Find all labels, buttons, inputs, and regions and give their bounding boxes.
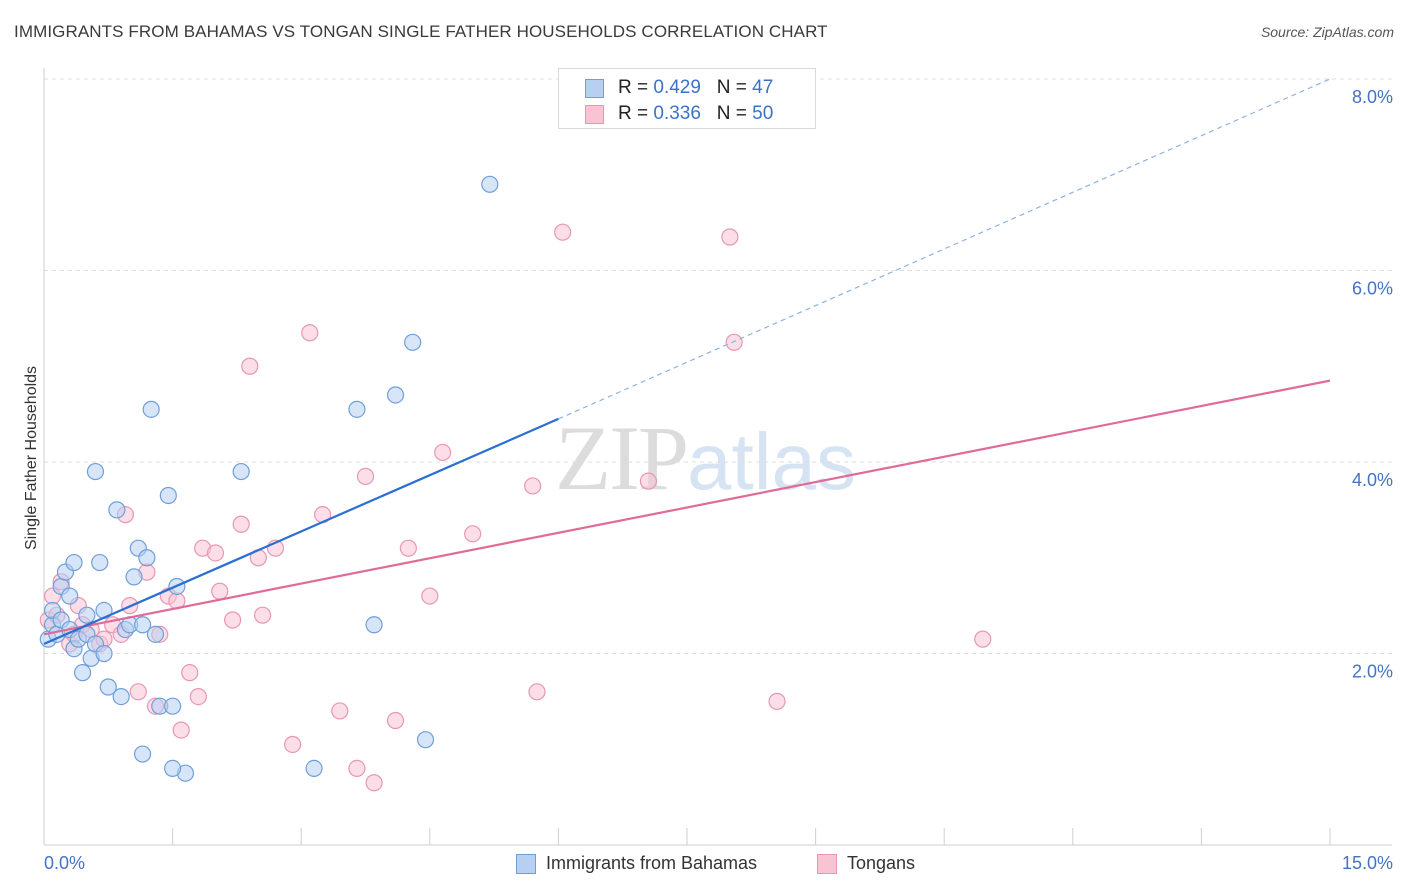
- bahamas-point: [86, 462, 105, 481]
- tongans-point: [554, 223, 572, 241]
- bahamas-point: [142, 400, 160, 418]
- bahamas-point: [95, 644, 113, 663]
- x-tick-label: 15.0%: [1342, 853, 1393, 873]
- tongans-point: [421, 587, 439, 605]
- n-label: N =: [716, 103, 747, 124]
- y-tick-labels: 2.0% 4.0% 6.0% 8.0%: [1352, 87, 1393, 682]
- chart-title: IMMIGRANTS FROM BAHAMAS VS TONGAN SINGLE…: [14, 22, 828, 41]
- bahamas-point: [404, 333, 422, 351]
- n-value-tongans: 50: [752, 103, 774, 124]
- tongans-point: [399, 539, 417, 557]
- bahamas-point: [305, 759, 323, 778]
- tongans-point: [721, 228, 739, 246]
- bahamas-point: [164, 759, 182, 778]
- bahamas-swatch: [585, 79, 604, 98]
- bahamas-point: [108, 501, 126, 519]
- tongans-point: [768, 692, 786, 710]
- y-tick-label: 6.0%: [1352, 279, 1393, 299]
- tongans-point: [206, 544, 225, 562]
- tongans-point: [284, 735, 302, 754]
- r-label: R =: [618, 103, 649, 124]
- bahamas-point: [61, 587, 79, 605]
- tongans-point: [224, 611, 242, 629]
- tongans-point: [211, 582, 229, 600]
- tongans-point: [386, 711, 405, 730]
- n-label: N =: [716, 77, 747, 98]
- x-tick-labels: 0.0% 15.0%: [44, 853, 1393, 873]
- tongans-point: [434, 443, 452, 462]
- correlation-legend: R = 0.429 N = 47 R = 0.336 N = 50: [558, 68, 816, 129]
- bahamas-trend-line: [43, 417, 559, 645]
- bahamas-point: [133, 616, 152, 634]
- y-axis-title: Single Father Households: [23, 366, 40, 550]
- tongans-point: [254, 606, 272, 624]
- n-value-bahamas: 47: [752, 77, 774, 98]
- tongans-legend-label: Tongans: [847, 853, 916, 873]
- bahamas-point: [164, 697, 182, 715]
- tongans-point: [524, 477, 542, 495]
- bahamas-legend-swatch: [516, 854, 536, 874]
- bahamas-point: [481, 175, 499, 193]
- tongans-point: [172, 721, 190, 739]
- tongans-point: [129, 683, 147, 701]
- tongans-point: [974, 630, 992, 648]
- bahamas-point: [138, 549, 156, 567]
- tongans-point: [348, 759, 366, 778]
- y-tick-label: 2.0%: [1352, 662, 1393, 682]
- r-value-tongans: 0.336: [653, 103, 701, 124]
- bahamas-point: [365, 616, 383, 634]
- bahamas-point: [386, 386, 405, 404]
- bahamas-point: [416, 731, 435, 749]
- trend-lines: [43, 78, 1331, 645]
- bahamas-point: [91, 553, 109, 572]
- tongans-points: [39, 223, 992, 792]
- tongans-point: [241, 357, 259, 375]
- r-value-bahamas: 0.429: [653, 77, 701, 98]
- tongans-point: [181, 664, 199, 682]
- bahamas-point: [125, 568, 143, 586]
- r-label: R =: [618, 77, 649, 98]
- bahamas-point: [73, 664, 92, 682]
- bahamas-point: [159, 486, 177, 505]
- bahamas-point: [232, 462, 250, 481]
- bahamas-legend-label: Immigrants from Bahamas: [546, 853, 758, 873]
- x-tick-label: 0.0%: [44, 853, 85, 873]
- y-tick-label: 4.0%: [1352, 470, 1393, 490]
- bahamas-point: [112, 687, 130, 706]
- bahamas-point: [146, 625, 165, 643]
- bahamas-point: [65, 553, 83, 572]
- bahamas-point: [78, 606, 96, 624]
- source-credit: Source: ZipAtlas.com: [1260, 24, 1394, 40]
- tongans-legend-swatch: [817, 854, 837, 874]
- tongans-point: [232, 515, 250, 533]
- tongans-point: [464, 525, 482, 543]
- tongans-swatch: [585, 105, 604, 124]
- tongans-point: [639, 472, 658, 490]
- bahamas-point: [99, 678, 117, 696]
- tongans-point: [301, 324, 319, 342]
- tongans-point: [189, 687, 207, 706]
- tongans-trend-line: [43, 379, 1331, 636]
- tongans-point: [528, 683, 546, 701]
- tongans-point: [331, 702, 349, 720]
- bahamas-points: [39, 175, 499, 782]
- tongans-point: [365, 774, 383, 792]
- tongans-point: [356, 467, 375, 485]
- tongans-point: [725, 333, 743, 351]
- bahamas-point: [348, 400, 366, 418]
- y-tick-label: 8.0%: [1352, 87, 1393, 107]
- bahamas-point: [133, 745, 152, 763]
- bahamas-trend-extension: [558, 78, 1331, 420]
- axes: [43, 68, 1392, 846]
